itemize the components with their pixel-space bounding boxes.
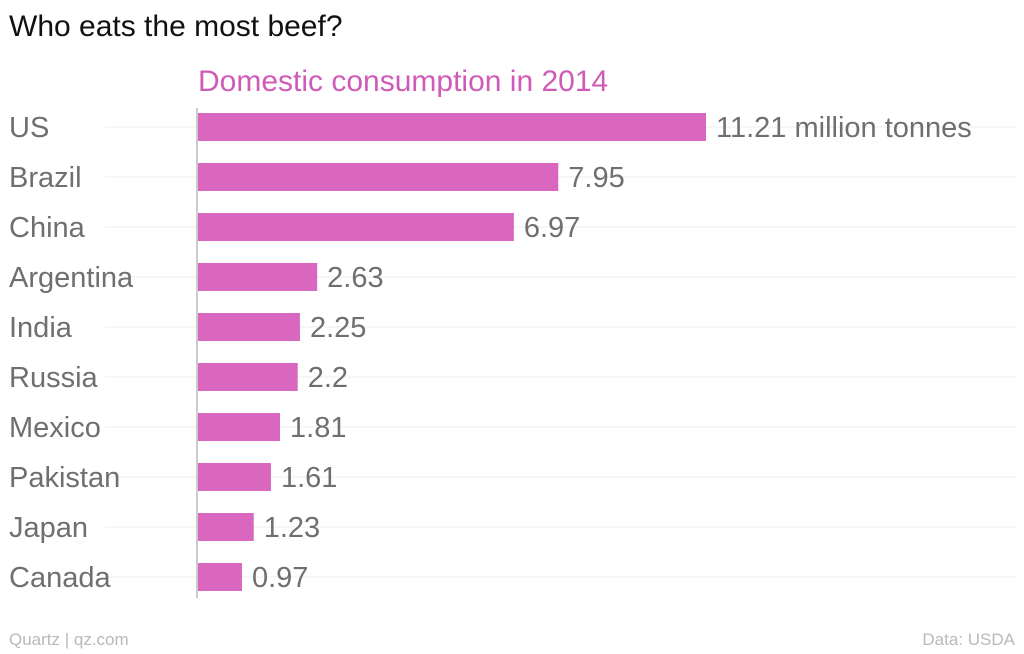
bar-china xyxy=(198,213,514,241)
bar-russia xyxy=(198,363,298,391)
category-label: Mexico xyxy=(9,412,101,444)
category-label: Canada xyxy=(9,562,111,594)
category-labels: US Brazil China Argentina India Russia Mexico P… xyxy=(9,112,134,594)
category-label: US xyxy=(9,112,49,144)
category-label: Brazil xyxy=(9,162,82,194)
footer-data-source: Data: USDA xyxy=(922,630,1015,649)
value-label: 2.63 xyxy=(327,262,383,294)
gridlines xyxy=(105,126,1016,578)
category-label: Pakistan xyxy=(9,462,120,494)
chart-title: Who eats the most beef? xyxy=(9,10,343,43)
value-label: 11.21 million tonnes xyxy=(716,112,972,144)
value-label: 1.23 xyxy=(264,512,320,544)
bar-pakistan xyxy=(198,463,271,491)
value-labels: 11.21 million tonnes 7.95 6.97 2.63 2.25 2.2 1… xyxy=(252,112,972,594)
category-label: Japan xyxy=(9,512,88,544)
chart-subtitle: Domestic consumption in 2014 xyxy=(198,65,608,98)
value-label: 0.97 xyxy=(252,562,308,594)
footer-credit: Quartz | qz.com xyxy=(9,630,129,649)
value-label: 7.95 xyxy=(568,162,624,194)
category-label: China xyxy=(9,212,86,244)
bar-japan xyxy=(198,513,254,541)
bar-mexico xyxy=(198,413,281,441)
value-label: 2.25 xyxy=(310,312,366,344)
category-label: India xyxy=(9,312,73,344)
value-label: 1.81 xyxy=(290,412,346,444)
bar-india xyxy=(198,313,300,341)
bars xyxy=(198,113,706,591)
bar-argentina xyxy=(198,263,318,291)
category-label: Russia xyxy=(9,362,99,394)
value-label: 1.61 xyxy=(281,462,337,494)
bar-us xyxy=(198,113,706,141)
bar-canada xyxy=(198,563,242,591)
category-label: Argentina xyxy=(9,262,134,294)
value-label: 2.2 xyxy=(308,362,348,394)
bar-brazil xyxy=(198,163,559,191)
value-label: 6.97 xyxy=(524,212,580,244)
